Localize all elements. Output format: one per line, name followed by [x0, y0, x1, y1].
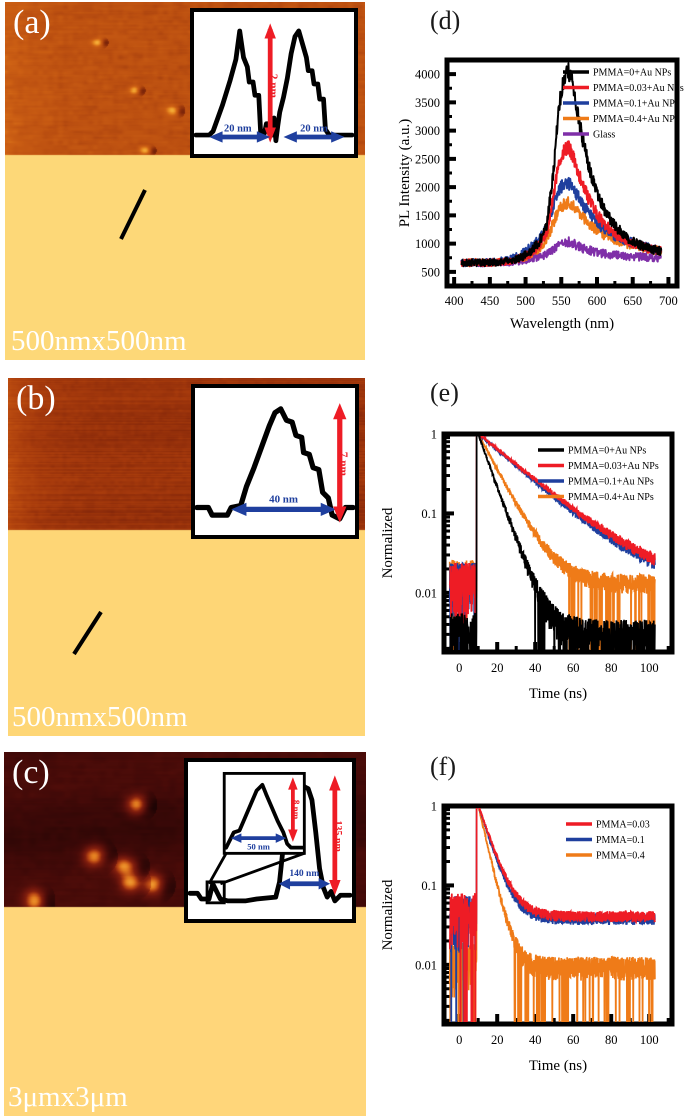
svg-text:80: 80 — [605, 1033, 618, 1047]
svg-text:0.01: 0.01 — [415, 958, 437, 972]
panel-a-inset-profile: 2 nm 20 nm 20 nm — [190, 8, 358, 158]
svg-text:80: 80 — [605, 661, 618, 675]
svg-text:0.01: 0.01 — [415, 586, 437, 600]
panel-d-plot: 500 1000 1500 2000 2500 3000 3500 4000 400 450 500… — [395, 48, 685, 348]
svg-text:PMMA=0.4+Au NPs: PMMA=0.4+Au NPs — [568, 492, 654, 503]
svg-text:60: 60 — [567, 1033, 580, 1047]
svg-text:600: 600 — [588, 294, 607, 308]
svg-text:Normalized: Normalized — [380, 507, 396, 578]
panel-a-profile-marker — [119, 189, 147, 240]
panel-e-plot: 1 0.1 0.01 0 20 40 60 80 100 Time (ns) Normalized P… — [370, 420, 685, 720]
svg-text:20 nm: 20 nm — [224, 123, 252, 134]
svg-text:50 nm: 50 nm — [247, 842, 270, 852]
svg-text:Normalized: Normalized — [380, 879, 396, 950]
panel-c-scale-label: 3μmx3μm — [8, 1081, 128, 1113]
svg-text:450: 450 — [480, 294, 499, 308]
panel-d-tag: (d) — [430, 6, 461, 35]
panel-a-scale-label: 500nmx500nm — [11, 325, 187, 357]
svg-text:0.1: 0.1 — [421, 507, 437, 521]
svg-text:1500: 1500 — [415, 209, 440, 223]
svg-text:60: 60 — [567, 661, 580, 675]
panel-c-tag: (c) — [12, 754, 50, 791]
svg-text:40: 40 — [529, 661, 542, 675]
svg-text:135 nm: 135 nm — [332, 821, 343, 853]
svg-text:100: 100 — [640, 661, 659, 675]
panel-d-svg: 500 1000 1500 2000 2500 3000 3500 4000 400 450 500… — [397, 57, 684, 332]
svg-text:PMMA=0.03+Au NPs: PMMA=0.03+Au NPs — [568, 461, 659, 472]
panel-e-tag: (e) — [430, 378, 459, 407]
svg-text:PMMA=0.1+Au NPs: PMMA=0.1+Au NPs — [568, 477, 654, 488]
svg-text:Wavelength (nm): Wavelength (nm) — [510, 316, 614, 332]
svg-text:PMMA=0+Au NPs: PMMA=0+Au NPs — [593, 68, 671, 79]
svg-text:4000: 4000 — [415, 68, 440, 82]
svg-text:PMMA=0.1+Au NPs: PMMA=0.1+Au NPs — [593, 99, 679, 110]
svg-text:PMMA=0.03: PMMA=0.03 — [596, 820, 650, 831]
svg-text:PMMA=0+Au NPs: PMMA=0+Au NPs — [568, 446, 646, 457]
svg-text:0: 0 — [456, 661, 462, 675]
svg-text:550: 550 — [552, 294, 571, 308]
panel-b-profile-marker — [72, 610, 103, 656]
svg-text:PMMA=0.4: PMMA=0.4 — [596, 851, 645, 862]
svg-text:3500: 3500 — [415, 96, 440, 110]
svg-text:40: 40 — [529, 1033, 542, 1047]
svg-text:Time (ns): Time (ns) — [529, 1058, 587, 1074]
svg-text:2000: 2000 — [415, 181, 440, 195]
svg-text:1000: 1000 — [415, 237, 440, 251]
svg-text:650: 650 — [623, 294, 642, 308]
svg-text:700: 700 — [659, 294, 678, 308]
svg-text:PMMA=0.03+Au NPs: PMMA=0.03+Au NPs — [593, 83, 684, 94]
svg-text:20: 20 — [491, 1033, 504, 1047]
svg-text:3000: 3000 — [415, 124, 440, 138]
svg-text:500: 500 — [516, 294, 535, 308]
svg-text:20 nm: 20 nm — [300, 123, 328, 134]
svg-text:PMMA=0.4+Au NPs: PMMA=0.4+Au NPs — [593, 114, 679, 125]
panel-f-svg: 1 0.1 0.01 0 20 40 60 80 100 Time (ns) Normalized P… — [380, 800, 675, 1074]
svg-text:1: 1 — [431, 428, 437, 442]
panel-e-svg: 1 0.1 0.01 0 20 40 60 80 100 Time (ns) Normalized P… — [380, 428, 675, 702]
svg-text:PL Intensity (a.u.): PL Intensity (a.u.) — [397, 119, 413, 228]
svg-text:0.1: 0.1 — [421, 879, 437, 893]
svg-text:20: 20 — [491, 661, 504, 675]
svg-text:8 nm: 8 nm — [291, 800, 301, 820]
panel-c-inset-profile: 50 nm 8 nm 140 nm 135 nm — [184, 758, 356, 923]
svg-text:Time (ns): Time (ns) — [529, 686, 587, 702]
panel-f-tag: (f) — [430, 752, 456, 781]
panel-b-tag: (b) — [16, 380, 56, 417]
svg-text:PMMA=0.1: PMMA=0.1 — [596, 835, 645, 846]
panel-b-inset-profile: 40 nm 7 nm — [191, 384, 359, 539]
svg-text:7 nm: 7 nm — [337, 452, 349, 477]
svg-text:100: 100 — [640, 1033, 659, 1047]
svg-text:40 nm: 40 nm — [269, 494, 298, 506]
svg-text:Glass: Glass — [593, 130, 615, 141]
svg-text:1: 1 — [431, 800, 437, 814]
panel-f-plot: 1 0.1 0.01 0 20 40 60 80 100 Time (ns) Normalized P… — [370, 792, 685, 1092]
svg-text:0: 0 — [456, 1033, 462, 1047]
svg-text:400: 400 — [445, 294, 464, 308]
svg-text:2500: 2500 — [415, 152, 440, 166]
panel-a-tag: (a) — [13, 4, 51, 41]
svg-text:2 nm: 2 nm — [267, 74, 279, 99]
svg-text:500: 500 — [421, 265, 440, 279]
panel-b-scale-label: 500nmx500nm — [12, 701, 188, 733]
svg-text:140 nm: 140 nm — [289, 869, 319, 879]
